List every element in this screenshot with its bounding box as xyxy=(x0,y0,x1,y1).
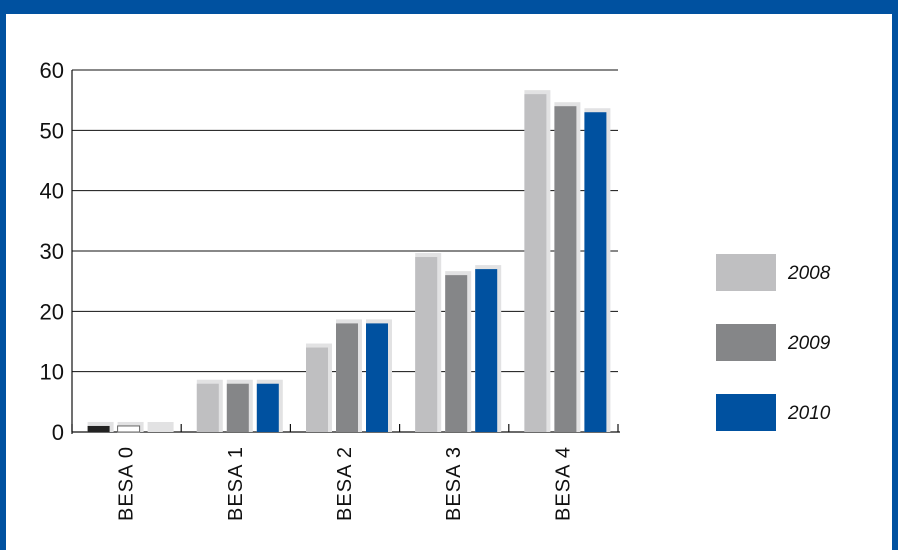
bar xyxy=(445,275,468,432)
bar xyxy=(306,347,328,432)
legend-swatch xyxy=(716,254,776,291)
bar xyxy=(524,94,547,432)
y-tick-label: 30 xyxy=(40,239,64,264)
legend-swatch xyxy=(716,394,776,431)
y-tick-label: 10 xyxy=(40,360,64,385)
bar xyxy=(366,323,388,432)
x-tick-label: BESA 2 xyxy=(334,446,356,521)
bar xyxy=(336,323,358,432)
legend-label: 2009 xyxy=(787,333,831,354)
legend-label: 2010 xyxy=(787,403,831,424)
bar-shadow xyxy=(147,422,174,432)
y-tick-label: 60 xyxy=(40,58,64,83)
y-tick-label: 0 xyxy=(52,420,64,445)
x-tick-label: BESA 3 xyxy=(443,446,465,521)
y-tick-label: 50 xyxy=(40,118,64,143)
bar xyxy=(475,269,498,432)
x-tick-label: BESA 0 xyxy=(116,446,138,521)
x-tick-label: BESA 4 xyxy=(552,446,574,521)
bar xyxy=(117,425,141,433)
legend-swatch xyxy=(716,324,776,361)
x-tick-label: BESA 1 xyxy=(225,446,247,521)
bar xyxy=(584,112,607,432)
bar xyxy=(196,383,219,432)
bar xyxy=(415,257,438,432)
legend-label: 2008 xyxy=(787,263,831,284)
bar xyxy=(226,383,249,432)
bar xyxy=(256,383,279,432)
y-tick-label: 40 xyxy=(40,179,64,204)
bar xyxy=(554,106,577,432)
bar xyxy=(87,425,110,432)
y-tick-label: 20 xyxy=(40,299,64,324)
